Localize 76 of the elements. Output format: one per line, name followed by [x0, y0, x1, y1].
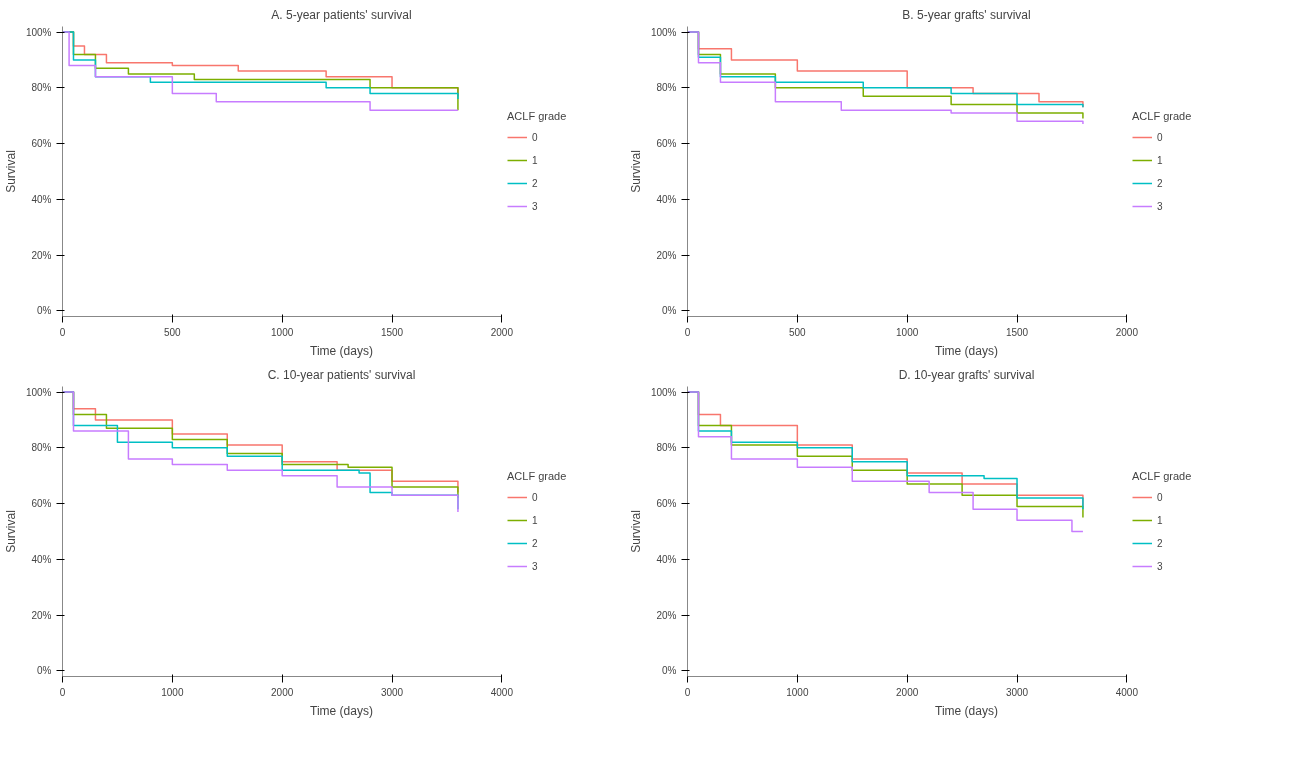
x-tick-label: 0: [684, 686, 691, 698]
legend-label: 0: [1157, 491, 1164, 503]
x-tick-label: 0: [59, 326, 66, 338]
y-tick-label: 60%: [656, 138, 677, 150]
legend-label: 2: [532, 177, 539, 189]
x-tick-label: 1000: [271, 326, 294, 338]
legend-label: 0: [532, 131, 539, 143]
y-axis-title: Survival: [3, 150, 18, 193]
y-tick-label: 20%: [656, 609, 677, 621]
legend-label: 0: [1157, 131, 1164, 143]
legend-label: 3: [1157, 560, 1164, 572]
y-tick-label: 100%: [25, 386, 52, 398]
legend-label: 0: [532, 491, 539, 503]
y-tick-label: 0%: [37, 305, 52, 317]
x-tick-label: 3000: [1005, 686, 1029, 698]
y-axis-title: Survival: [3, 510, 18, 553]
x-tick-label: 1000: [896, 326, 919, 338]
legend-title: ACLF grade: [1132, 110, 1192, 122]
y-tick-label: 100%: [650, 26, 677, 38]
y-axis-title: Survival: [628, 150, 643, 193]
x-tick-label: 4000: [1115, 686, 1139, 698]
x-tick-label: 1000: [161, 686, 184, 698]
legend-label: 1: [532, 154, 539, 166]
y-tick-label: 0%: [37, 665, 52, 677]
y-tick-label: 60%: [31, 498, 52, 510]
x-axis-title: Time (days): [935, 343, 998, 358]
x-tick-label: 1500: [1005, 326, 1029, 338]
y-tick-label: 20%: [31, 249, 52, 261]
y-tick-label: 40%: [31, 193, 52, 205]
legend-label: 2: [1157, 537, 1164, 549]
chart-title: A. 5-year patients' survival: [271, 7, 412, 22]
y-tick-label: 80%: [656, 82, 677, 94]
x-tick-label: 0: [684, 326, 691, 338]
legend-title: ACLF grade: [507, 110, 567, 122]
x-tick-label: 1000: [786, 686, 809, 698]
chart-title: C. 10-year patients' survival: [267, 367, 416, 382]
y-tick-label: 100%: [650, 386, 677, 398]
x-axis-title: Time (days): [935, 703, 998, 718]
x-tick-label: 2000: [1115, 326, 1139, 338]
y-tick-label: 100%: [25, 26, 52, 38]
y-tick-label: 40%: [656, 193, 677, 205]
legend-label: 1: [1157, 514, 1164, 526]
y-tick-label: 40%: [656, 553, 677, 565]
y-tick-label: 60%: [656, 498, 677, 510]
y-tick-label: 60%: [31, 138, 52, 150]
x-tick-label: 3000: [380, 686, 404, 698]
x-tick-label: 4000: [490, 686, 514, 698]
y-tick-label: 80%: [31, 82, 52, 94]
legend-title: ACLF grade: [1132, 470, 1192, 482]
legend-label: 2: [532, 537, 539, 549]
y-tick-label: 0%: [662, 305, 677, 317]
legend-label: 3: [532, 200, 539, 212]
legend-label: 1: [1157, 154, 1164, 166]
chart-title: D. 10-year grafts' survival: [898, 367, 1035, 382]
x-tick-label: 500: [164, 326, 182, 338]
y-tick-label: 40%: [31, 553, 52, 565]
x-tick-label: 2000: [490, 326, 514, 338]
x-axis-title: Time (days): [310, 343, 373, 358]
legend-title: ACLF grade: [507, 470, 567, 482]
y-tick-label: 80%: [31, 442, 52, 454]
x-tick-label: 1500: [380, 326, 404, 338]
y-tick-label: 0%: [662, 665, 677, 677]
y-tick-label: 80%: [656, 442, 677, 454]
x-tick-label: 2000: [271, 686, 294, 698]
legend-label: 1: [532, 514, 539, 526]
x-axis-title: Time (days): [310, 703, 373, 718]
legend-label: 3: [532, 560, 539, 572]
legend-label: 3: [1157, 200, 1164, 212]
legend-label: 2: [1157, 177, 1164, 189]
y-tick-label: 20%: [31, 609, 52, 621]
y-axis-title: Survival: [628, 510, 643, 553]
y-tick-label: 20%: [656, 249, 677, 261]
x-tick-label: 500: [789, 326, 807, 338]
chart-title: B. 5-year grafts' survival: [902, 7, 1031, 22]
x-tick-label: 0: [59, 686, 66, 698]
x-tick-label: 2000: [896, 686, 919, 698]
